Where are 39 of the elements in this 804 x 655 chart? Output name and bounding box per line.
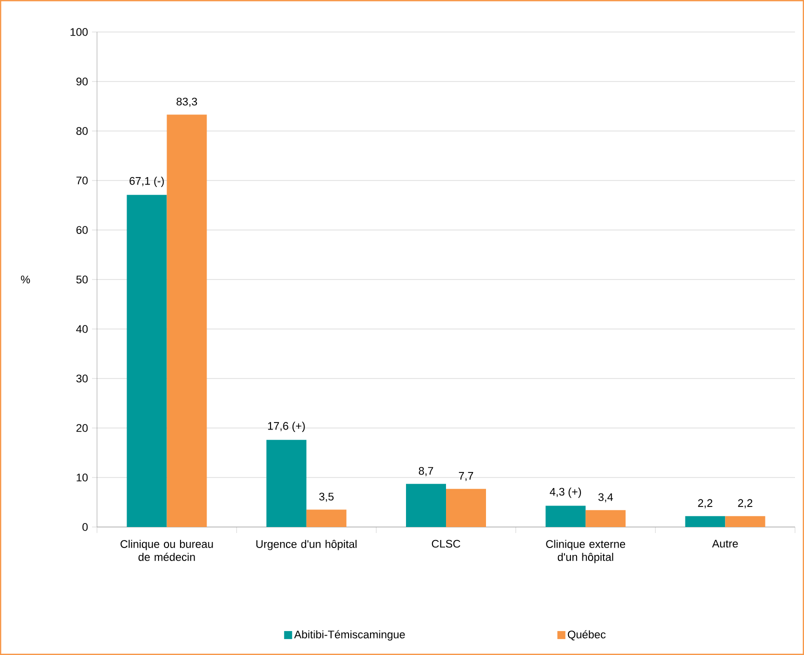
bar — [166, 114, 207, 527]
data-label: 4,3 (+) — [550, 488, 581, 498]
bar — [306, 510, 346, 527]
y-tick-label: 10 — [76, 474, 88, 482]
x-tick-label: CLSC — [432, 540, 460, 548]
y-tick-label: 90 — [76, 78, 88, 86]
y-tick-label: 70 — [76, 176, 88, 184]
bar — [406, 484, 446, 527]
y-tick-label: 50 — [76, 276, 88, 284]
x-tick-label: Autre — [712, 540, 738, 548]
data-label: 8,7 — [418, 466, 434, 476]
y-tick-label: 60 — [76, 226, 88, 234]
bar — [546, 506, 586, 527]
y-tick-label: 80 — [76, 127, 88, 135]
data-label: 17,6 (+) — [268, 422, 305, 432]
y-tick-label: 0 — [82, 523, 88, 531]
y-axis-title: % — [20, 276, 30, 284]
bar — [266, 440, 306, 527]
bar — [725, 516, 766, 527]
y-tick-label: 40 — [76, 325, 88, 333]
y-tick-label: 30 — [76, 374, 88, 382]
data-label: 2,2 — [738, 499, 752, 508]
y-tick-label: 20 — [76, 424, 88, 432]
data-label: 2,2 — [698, 499, 712, 508]
legend-label: Abitibi-Témiscamingue — [294, 630, 405, 641]
bar — [586, 510, 626, 527]
y-tick-label: 100 — [70, 28, 88, 36]
data-label: 3,4 — [598, 493, 613, 502]
bar — [126, 194, 167, 527]
data-label: 67,1 (-) — [130, 176, 164, 187]
x-tick-label: Clinique ou bureau de médecin — [120, 540, 213, 561]
data-label: 83,3 — [176, 98, 198, 107]
bar — [446, 488, 486, 527]
legend-label: Québec — [568, 630, 606, 640]
data-label: 7,7 — [458, 472, 474, 482]
x-tick-label: Clinique externe d'un hôpital — [546, 540, 626, 564]
x-tick-label: Urgence d'un hôpital — [256, 540, 357, 550]
bar — [685, 516, 726, 527]
data-label: 3,5 — [319, 492, 334, 502]
